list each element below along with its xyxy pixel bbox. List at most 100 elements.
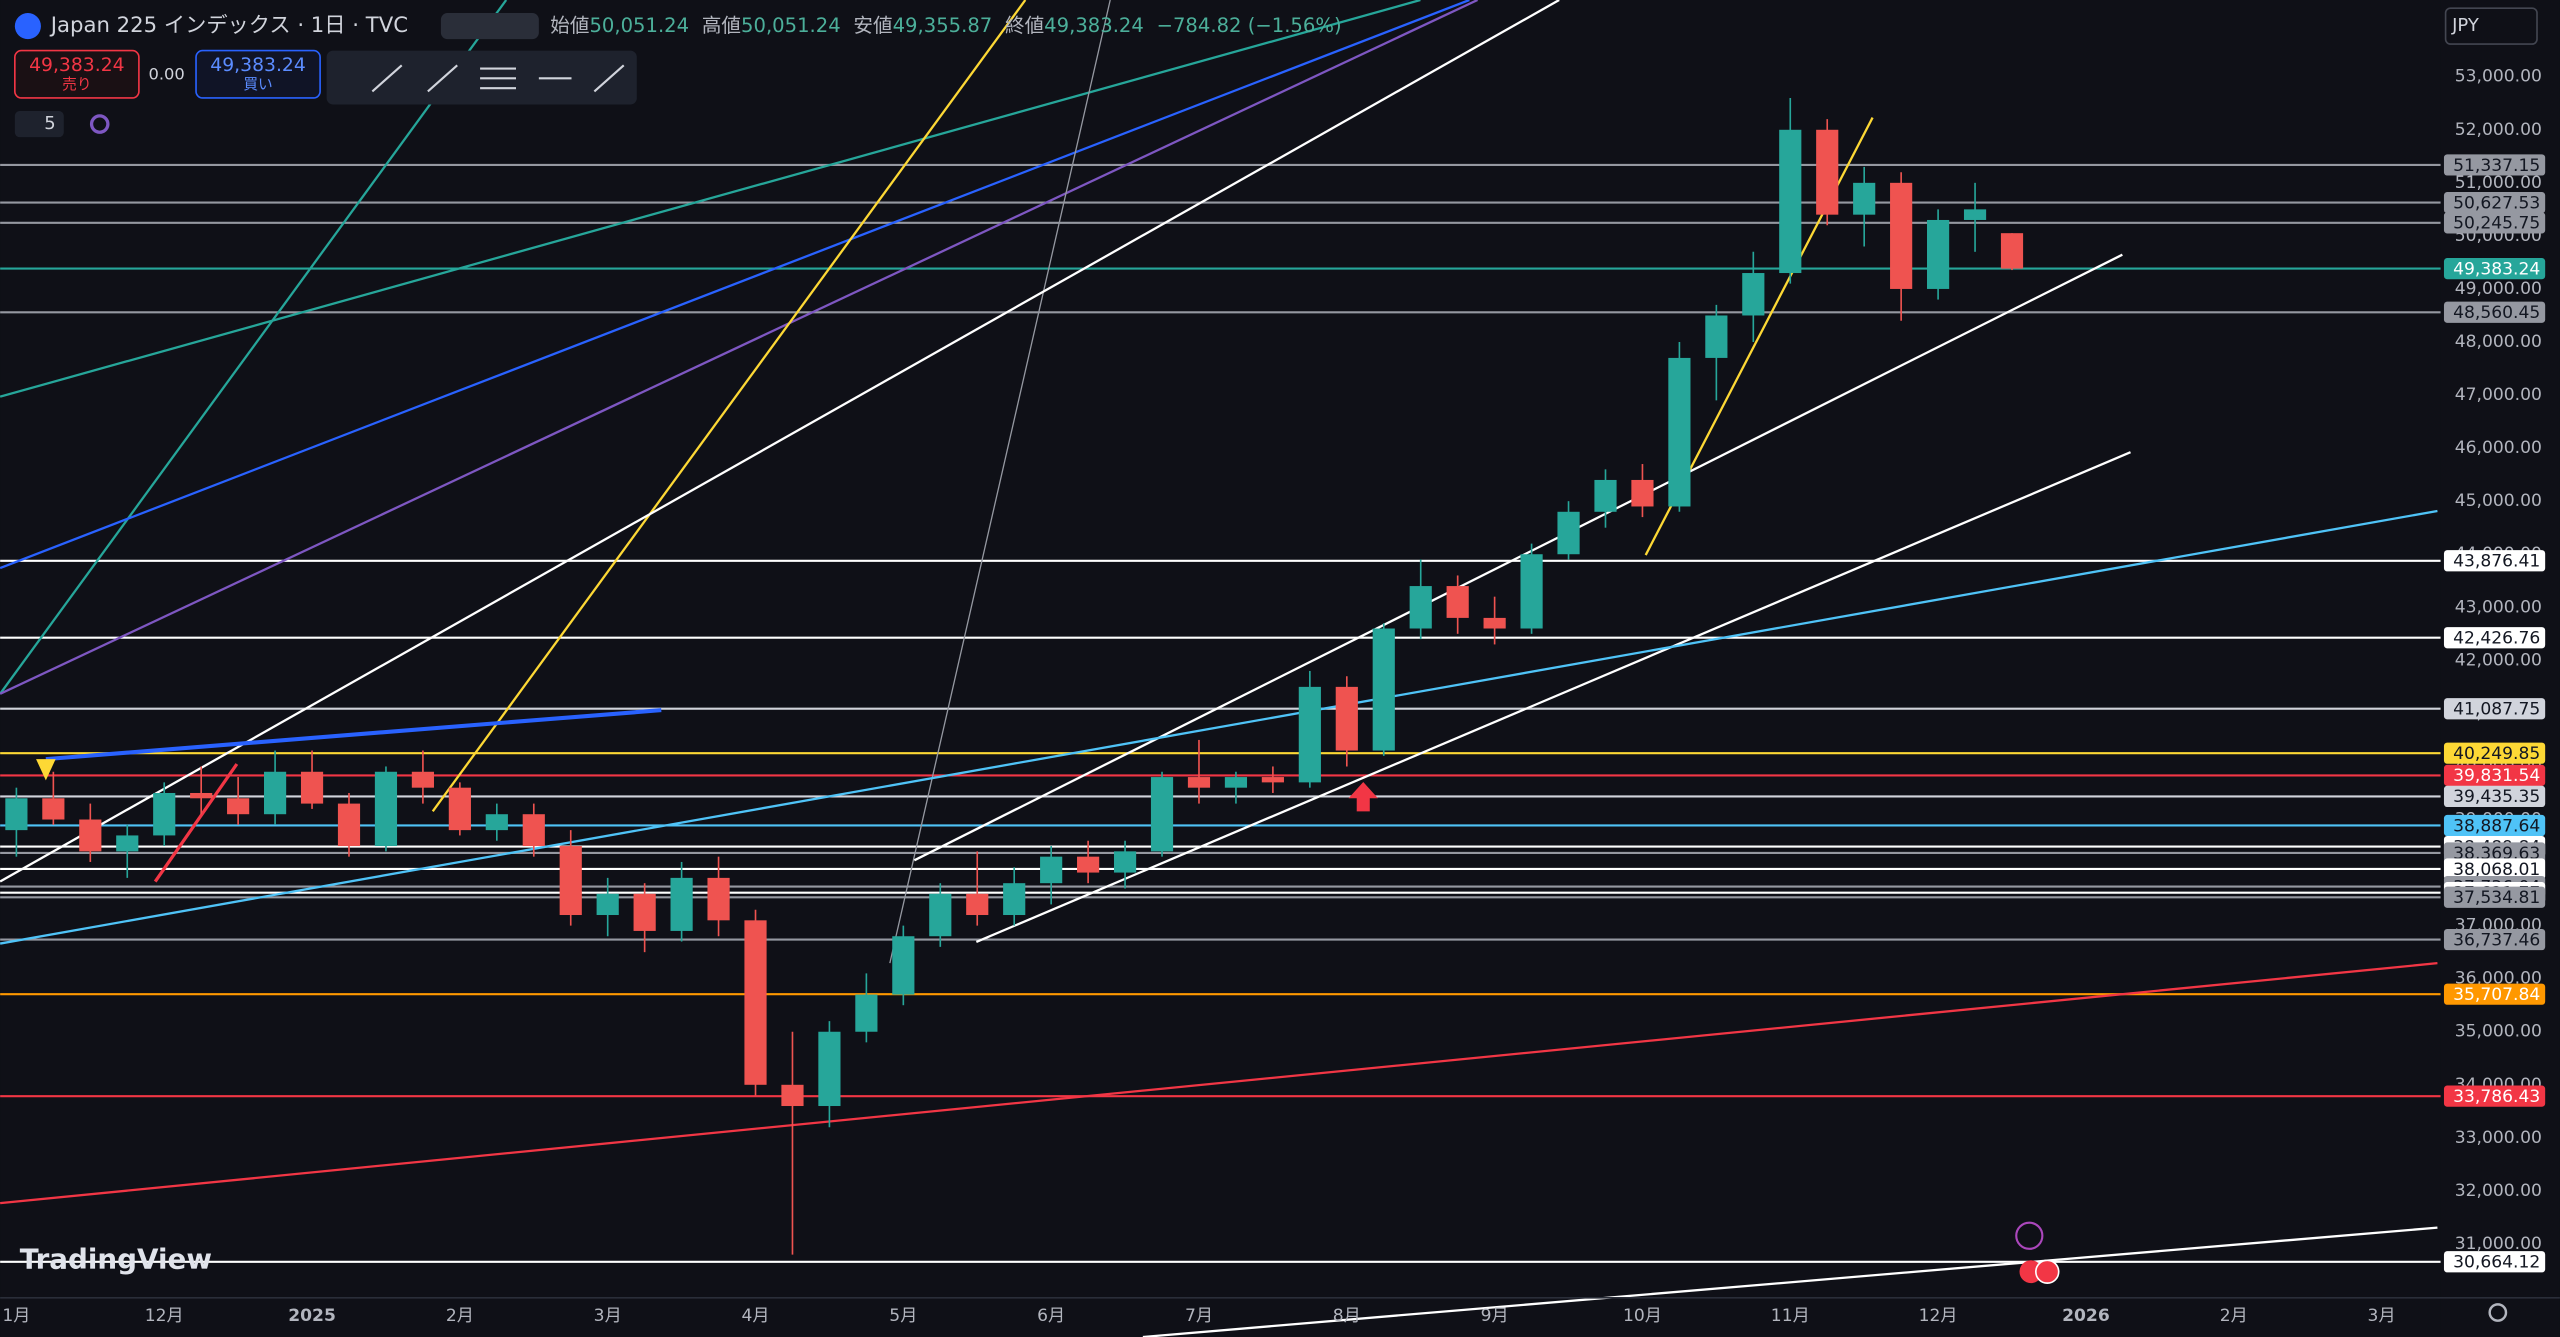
toolbar-icons [371, 64, 625, 93]
candle-body [116, 835, 139, 852]
trendline [889, 0, 1111, 964]
candle-body [1963, 209, 1987, 220]
candle-body [448, 787, 471, 831]
candle-body [1113, 851, 1137, 873]
price-tag [2443, 764, 2546, 787]
candle-body [1631, 479, 1654, 507]
tool-icon[interactable] [593, 64, 625, 93]
price-tag [2443, 1251, 2546, 1273]
trendline [0, 0, 1470, 570]
price-tag [2443, 814, 2546, 837]
trendlines [0, 0, 2438, 1337]
ohlc: 始値50,051.24 高値50,051.24 安値49,355.87 終値49… [550, 14, 1341, 37]
x-tick-label: 3月 [594, 1306, 622, 1326]
price-tag [2443, 742, 2546, 764]
candle-body [1557, 511, 1580, 555]
sell-price[interactable]: 49,383.24 [29, 55, 125, 76]
indicator-toggle[interactable] [14, 111, 64, 138]
candle-body [1261, 777, 1284, 783]
candle-body [1890, 182, 1913, 289]
candle-body [1150, 777, 1174, 852]
x-tick-label: 1月 [2, 1306, 30, 1326]
candle-body [633, 893, 656, 931]
y-tick-label: 51,000.00 [2455, 173, 2542, 193]
candle-body [1077, 856, 1100, 873]
trendline [913, 253, 2123, 862]
ohlc-value: 49,355.87 [893, 14, 993, 37]
candle-body [781, 1084, 804, 1107]
currency-box[interactable] [2444, 7, 2538, 45]
candle-body [153, 792, 176, 836]
price-tag-label: 35,707.84 [2453, 985, 2540, 1005]
x-tick-label: 7月 [1185, 1306, 1213, 1326]
price-tag [2443, 258, 2546, 280]
x-tick-label: 2月 [446, 1306, 474, 1326]
price-tag [2443, 154, 2546, 176]
candle-body [79, 819, 102, 852]
tool-icon[interactable] [371, 64, 403, 93]
price-tag [2443, 858, 2546, 880]
y-tick-label: 43,000.00 [2455, 597, 2542, 617]
x-tick-label: 11月 [1771, 1306, 1810, 1326]
symbol-icon [14, 13, 41, 40]
spread: 0.00 [148, 65, 184, 84]
sell-label[interactable]: 売り [62, 76, 91, 93]
candle-body [300, 771, 324, 804]
trendline [975, 451, 2131, 943]
price-tag-label: 40,249.85 [2453, 744, 2540, 764]
currency[interactable]: JPY [2451, 15, 2479, 36]
price-tag-label: 37,534.81 [2453, 888, 2540, 908]
ohlc-value: 50,051.24 [589, 14, 689, 37]
event-icon[interactable] [2035, 1259, 2060, 1284]
price-tag-label: 38,068.01 [2453, 860, 2540, 880]
settings-icon[interactable] [2488, 1303, 2508, 1322]
trendline [0, 0, 1421, 398]
y-tick-label: 33,000.00 [2455, 1128, 2542, 1148]
candles [5, 97, 2024, 1255]
price-tag-label: 50,627.53 [2453, 193, 2540, 213]
price-tag-label: 30,664.12 [2453, 1253, 2540, 1273]
price-tag-label: 33,786.43 [2453, 1087, 2540, 1107]
y-tick-label: 32,000.00 [2455, 1181, 2542, 1201]
sell-button[interactable] [14, 49, 140, 99]
candle-body [1446, 586, 1469, 618]
candle-body [670, 877, 693, 931]
candle-body [1853, 182, 1876, 215]
y-tick-label: 45,000.00 [2455, 491, 2542, 511]
candle-body [411, 771, 434, 788]
y-tick-label: 35,000.00 [2455, 1022, 2542, 1042]
tool-icon[interactable] [427, 64, 458, 93]
price-tag [2443, 698, 2546, 720]
x-tick-label: 6月 [1037, 1306, 1065, 1326]
price-tag [2443, 842, 2546, 864]
price-tag-label: 51,337.15 [2453, 156, 2540, 176]
candle-body [1742, 273, 1765, 316]
candle-body [966, 893, 989, 916]
candle-body [522, 814, 545, 847]
candle-body [1668, 357, 1691, 507]
trendline [153, 763, 239, 883]
arrow-marker [1348, 781, 1378, 812]
price-tag [2443, 212, 2546, 234]
price-tag-label: 49,383.24 [2453, 259, 2540, 279]
candle-body [227, 798, 250, 815]
y-tick-label: 31,000.00 [2455, 1234, 2542, 1254]
event-icon[interactable] [2015, 1221, 2044, 1250]
buy-button[interactable] [195, 49, 321, 99]
indicator-count[interactable]: 5 [44, 113, 55, 134]
buy-label[interactable]: 買い [243, 76, 272, 93]
price-tag-label: 43,876.41 [2453, 552, 2540, 572]
x-tick-label: 8月 [1333, 1306, 1361, 1326]
buy-price[interactable]: 49,383.24 [210, 55, 306, 76]
indicator-icon [89, 114, 110, 134]
trendline [0, 0, 508, 695]
candle-body [1483, 617, 1506, 629]
candle-body [2000, 233, 2024, 269]
candle-body [374, 771, 398, 847]
price-tag-label: 39,831.54 [2453, 766, 2540, 786]
candle-body [337, 803, 361, 847]
change: −784.82 (−1.56%) [1157, 14, 1342, 37]
symbol-title: Japan 225 インデックス · 1日 · TVC [49, 13, 408, 38]
y-tick-label: 53,000.00 [2455, 67, 2542, 87]
